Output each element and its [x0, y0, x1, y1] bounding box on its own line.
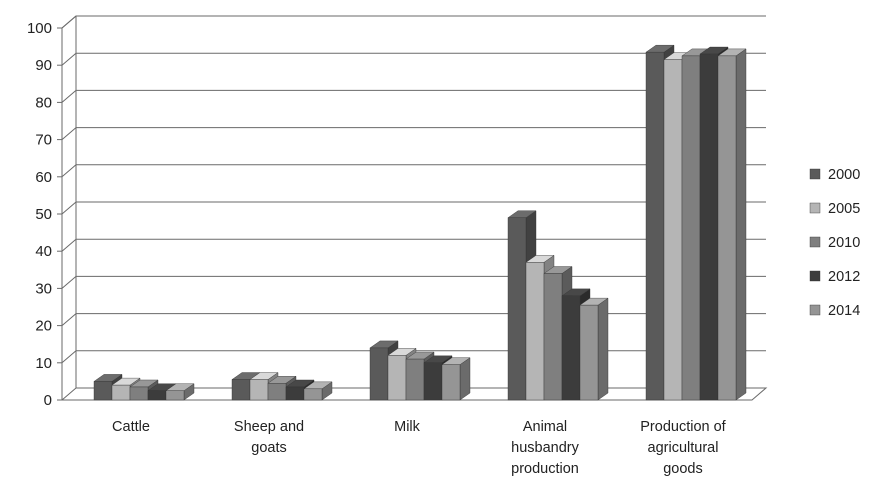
- legend-label: 2014: [828, 303, 860, 319]
- bar-front: [405, 358, 425, 401]
- legend-swatch: [809, 304, 821, 316]
- y-tick-label: 20: [35, 318, 52, 335]
- y-tick-label: 80: [35, 94, 52, 111]
- bar-front: [717, 55, 737, 401]
- bar-front: [93, 381, 113, 401]
- bar-front: [111, 384, 131, 401]
- bar-front: [285, 386, 305, 401]
- x-tick-label: Cattle: [112, 419, 150, 435]
- y-tick-label: 30: [35, 280, 52, 297]
- gridline: [61, 127, 766, 140]
- bar-front: [369, 347, 389, 401]
- y-tick-label: 100: [27, 20, 52, 37]
- legend-swatch: [809, 202, 821, 214]
- bar-front: [645, 51, 665, 401]
- x-tick-label: Animal husbandry production: [511, 419, 579, 477]
- bar-front: [699, 53, 719, 401]
- bar-front: [129, 386, 149, 401]
- y-axis: 0 10 20 30 40 50 60 70 80 90 100: [27, 20, 62, 409]
- legend-swatch: [809, 236, 821, 248]
- bar-side: [597, 297, 609, 401]
- bars: [93, 44, 747, 401]
- gridline: [61, 164, 766, 178]
- legend-item: 2000: [809, 167, 860, 183]
- bar: [441, 357, 471, 401]
- bar-front: [267, 383, 287, 401]
- bar-front: [423, 362, 443, 401]
- gridline: [61, 89, 766, 103]
- y-tick-label: 10: [35, 355, 52, 372]
- bar-front: [249, 379, 269, 401]
- y-tick-label: 90: [35, 57, 52, 74]
- gridline: [61, 52, 766, 66]
- bar-front: [579, 304, 599, 401]
- legend-label: 2005: [828, 201, 860, 217]
- legend-item: 2012: [809, 269, 860, 285]
- bar-front: [165, 390, 185, 401]
- legend-label: 2000: [828, 167, 860, 183]
- bar-side: [735, 48, 747, 401]
- x-tick-label: Sheep and goats: [234, 419, 304, 456]
- legend-swatch: [809, 270, 821, 282]
- y-tick-label: 70: [35, 132, 52, 149]
- bar: [579, 297, 609, 401]
- bar: [303, 381, 333, 401]
- x-tick-label: Production of agricultural goods: [640, 419, 726, 477]
- legend-label: 2012: [828, 269, 860, 285]
- y-tick-label: 60: [35, 169, 52, 186]
- bar-front: [663, 59, 683, 401]
- legend-item: 2010: [809, 235, 860, 251]
- bar-front: [147, 390, 167, 401]
- legend-swatch: [809, 168, 821, 180]
- bar-front: [561, 295, 581, 401]
- legend-item: 2014: [809, 303, 860, 319]
- y-tick-label: 0: [44, 392, 52, 409]
- bar-front: [231, 379, 251, 401]
- bar: [165, 383, 195, 401]
- legend-label: 2010: [828, 235, 860, 251]
- bar-front: [303, 388, 323, 401]
- bar-front: [441, 364, 461, 401]
- bar-front: [681, 55, 701, 401]
- bar: [111, 377, 141, 401]
- legend-item: 2005: [809, 201, 860, 217]
- y-tick-label: 40: [35, 243, 52, 260]
- bar-front: [525, 262, 545, 401]
- x-axis-labels: Cattle Sheep and goats Milk Animal husbandry p…: [112, 419, 727, 477]
- bar-side: [459, 357, 471, 401]
- gridline: [61, 201, 766, 215]
- y-tick-label: 50: [35, 206, 52, 223]
- bar-front: [507, 217, 527, 401]
- bar-front: [543, 273, 563, 401]
- bar-front: [387, 355, 407, 401]
- bar: [717, 48, 747, 401]
- gridline: [61, 15, 766, 29]
- x-tick-label: Milk: [394, 419, 421, 435]
- legend: 2000 2005 2010 2012 2014: [809, 167, 860, 319]
